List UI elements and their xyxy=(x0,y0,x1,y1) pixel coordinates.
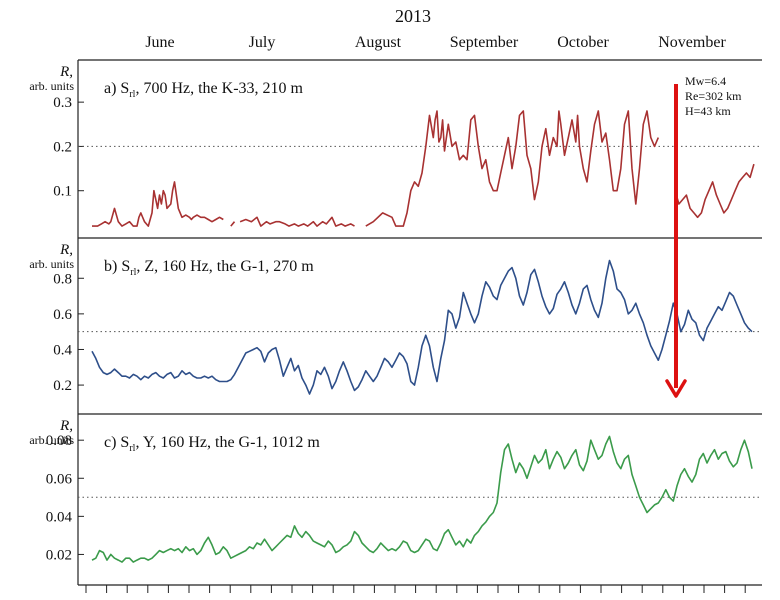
panel-title-b: b) Srl, Z, 160 Hz, the G-1, 270 m xyxy=(104,258,314,278)
y-tick-label: 0.1 xyxy=(53,184,72,200)
month-label-september: September xyxy=(450,34,519,51)
month-label-july: July xyxy=(249,34,276,51)
annotation-line-1: Re=302 km xyxy=(685,89,742,103)
series-line-a-1 xyxy=(230,221,236,227)
y-label-units: arb. units xyxy=(29,433,74,447)
panel-b: 0.2 0.4 0.6 0.8 R,arb. units b) Srl, Z, 160 H… xyxy=(29,238,762,415)
y-label-symbol: R, xyxy=(59,418,73,434)
y-tick-label: 0.8 xyxy=(53,271,72,287)
y-label-symbol: R, xyxy=(59,242,73,258)
y-tick-label: 0.04 xyxy=(46,509,73,525)
series-line-a-2 xyxy=(239,216,355,227)
annotation-line-2: H=43 km xyxy=(685,104,731,118)
y-tick-label: 0.08 xyxy=(46,433,72,449)
series-line-a-3 xyxy=(365,110,660,227)
y-tick-label: 0.2 xyxy=(53,378,72,394)
y-tick-label: 0.06 xyxy=(46,471,73,487)
earthquake-arrow-head xyxy=(665,379,687,398)
chart-header: 2013 June July August September October Novemb… xyxy=(85,6,746,593)
panel-title-a: a) Srl, 700 Hz, the K-33, 210 m xyxy=(104,80,304,100)
earthquake-annotation: Mw=6.4Re=302 kmH=43 km xyxy=(665,74,742,398)
panel-title-c: c) Srl, Y, 160 Hz, the G-1, 1012 m xyxy=(104,434,320,454)
year-label: 2013 xyxy=(395,6,431,26)
chart-panels: 0.10.20.3R,arb. units a) Srl, 700 Hz, the… xyxy=(29,59,762,586)
y-label-units: arb. units xyxy=(29,79,74,93)
series-line-a-4 xyxy=(674,163,755,219)
series-line-b-0 xyxy=(91,259,753,395)
panel-a: 0.1 0.2 0.3 R,arb. units a) Srl, 700 Hz, the… xyxy=(29,59,762,239)
panel-c: 0.02 0.04 0.06 0.08R,arb. units c) Srl, Y, 1… xyxy=(29,414,762,586)
month-label-november: November xyxy=(658,34,726,51)
y-tick-label: 0.6 xyxy=(53,307,72,323)
y-tick-label: 0.3 xyxy=(53,95,72,111)
month-label-august: August xyxy=(355,34,402,51)
y-tick-label: 0.2 xyxy=(53,139,72,155)
series-line-a-0 xyxy=(92,181,224,227)
annotation-line-0: Mw=6.4 xyxy=(685,74,726,88)
y-tick-label: 0.02 xyxy=(46,547,72,563)
month-label-october: October xyxy=(557,34,609,51)
y-label-units: arb. units xyxy=(29,257,74,271)
series-line-c-0 xyxy=(91,435,753,563)
y-label-symbol: R, xyxy=(59,64,73,80)
month-label-june: June xyxy=(145,34,174,51)
y-tick-label: 0.4 xyxy=(53,342,72,358)
